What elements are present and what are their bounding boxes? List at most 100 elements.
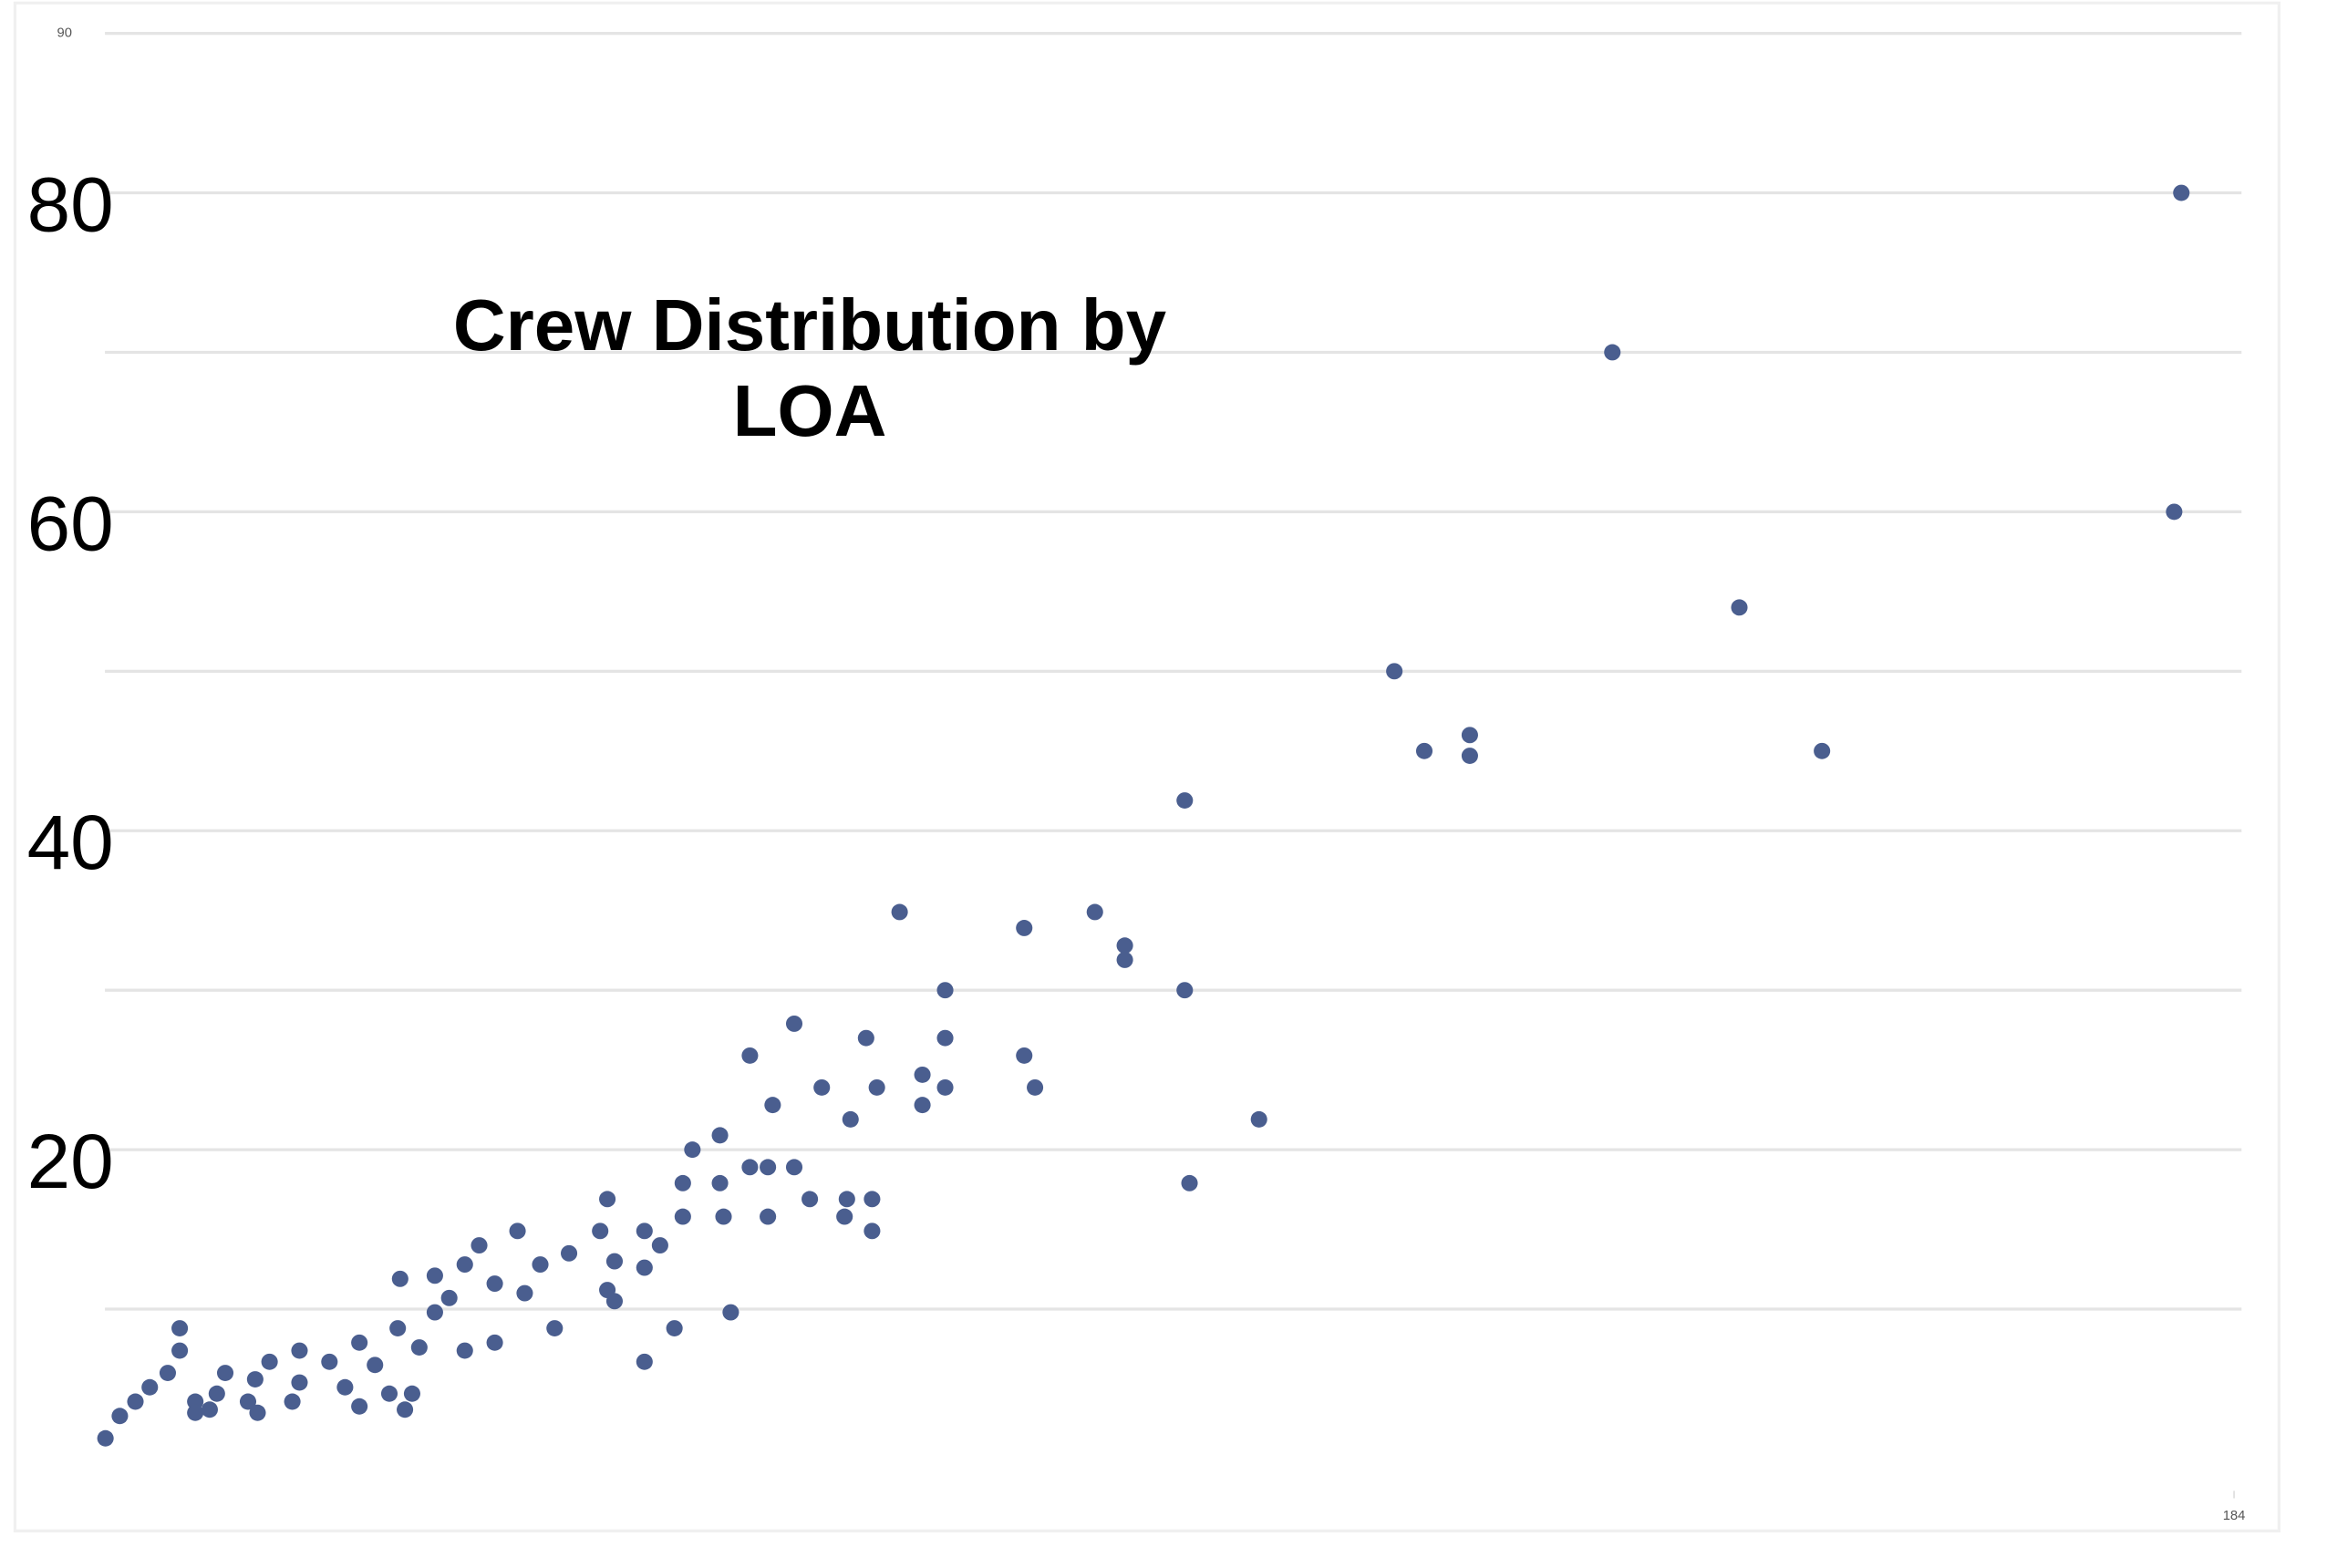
point [1176, 982, 1194, 999]
point [391, 1270, 409, 1287]
point [914, 1066, 931, 1083]
point [1250, 1110, 1267, 1128]
point [651, 1237, 668, 1254]
point [380, 1385, 398, 1402]
point [2166, 503, 2183, 521]
point [187, 1404, 204, 1421]
point [1016, 920, 1033, 936]
point [1181, 1174, 1198, 1191]
point [864, 1222, 881, 1240]
point [111, 1408, 129, 1425]
point [914, 1097, 931, 1114]
point [208, 1385, 225, 1402]
point [440, 1289, 458, 1306]
point [2173, 184, 2190, 201]
point [187, 1393, 204, 1410]
point [321, 1353, 338, 1370]
point [516, 1284, 533, 1302]
point [216, 1365, 234, 1381]
point [239, 1393, 257, 1410]
chart-title: Crew Distribution by LOA [452, 284, 1167, 451]
point [456, 1342, 473, 1359]
point [836, 1208, 853, 1225]
point [284, 1393, 301, 1410]
point [785, 1159, 803, 1176]
point [426, 1267, 443, 1284]
x-tick-label: 184 [2223, 1509, 2246, 1523]
point [760, 1208, 777, 1225]
point [1415, 742, 1433, 759]
point [802, 1191, 819, 1208]
y-tick-label: 80 [27, 162, 114, 249]
point [1116, 952, 1133, 968]
point [1086, 903, 1103, 921]
point [636, 1222, 653, 1240]
point [246, 1371, 264, 1387]
point [97, 1429, 114, 1447]
point [1814, 742, 1831, 759]
point [127, 1393, 144, 1410]
point [599, 1191, 616, 1208]
point [605, 1253, 624, 1270]
point [471, 1237, 488, 1254]
point [336, 1378, 354, 1396]
point [249, 1404, 266, 1421]
point [1016, 1047, 1033, 1064]
point [426, 1304, 443, 1321]
point [864, 1191, 881, 1208]
point [711, 1174, 729, 1191]
point [201, 1401, 218, 1418]
point [741, 1159, 759, 1176]
point [636, 1353, 653, 1370]
point [1116, 937, 1133, 954]
point [351, 1334, 368, 1351]
y-tick-label: 20 [27, 1119, 114, 1205]
point [1027, 1078, 1044, 1096]
point [509, 1222, 526, 1240]
point [560, 1244, 578, 1262]
point [456, 1256, 473, 1274]
point [636, 1259, 653, 1276]
point [813, 1078, 831, 1096]
point [389, 1320, 407, 1336]
point [1176, 792, 1194, 809]
point [715, 1208, 732, 1225]
point [1461, 748, 1478, 764]
point [936, 1078, 954, 1096]
y-tick-label: 60 [27, 481, 114, 568]
point [666, 1320, 683, 1336]
point [936, 1029, 954, 1047]
point [1604, 344, 1621, 361]
point [159, 1365, 177, 1381]
point [684, 1141, 701, 1159]
point [397, 1401, 414, 1418]
point [842, 1110, 859, 1128]
point [171, 1342, 189, 1359]
point [838, 1191, 855, 1208]
point [1731, 599, 1748, 616]
y-tick-label: 90 [57, 26, 71, 41]
point [868, 1078, 885, 1096]
point [891, 903, 908, 921]
point [410, 1339, 428, 1356]
point [605, 1293, 624, 1310]
point [936, 982, 954, 999]
point [760, 1159, 777, 1176]
point [741, 1047, 759, 1064]
point [291, 1374, 308, 1391]
plot-frame [13, 1, 2281, 1532]
point [367, 1357, 384, 1374]
point [403, 1385, 420, 1402]
point [1386, 663, 1403, 680]
point [486, 1275, 503, 1293]
point [291, 1342, 308, 1359]
point [546, 1320, 564, 1336]
point [351, 1398, 368, 1415]
point [785, 1015, 803, 1032]
point [722, 1304, 739, 1321]
point [532, 1256, 549, 1274]
point [674, 1174, 691, 1191]
point [261, 1353, 278, 1370]
